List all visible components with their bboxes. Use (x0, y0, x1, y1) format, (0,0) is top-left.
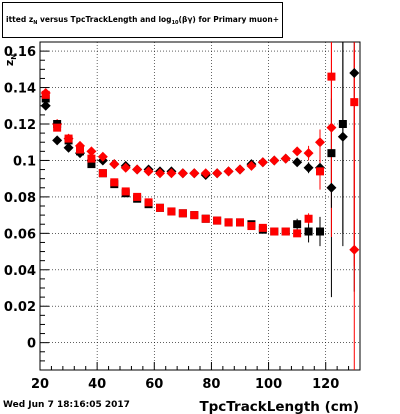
square-marker (304, 227, 313, 236)
axis-ticks: 20 40 60 80 100 120 0 0.02 0.04 0.06 0.08 0.1 0.12 0.… (4, 45, 361, 392)
diamond-marker (223, 166, 234, 177)
y-tick-label: 0.02 (4, 300, 36, 315)
diamond-marker (337, 131, 348, 142)
title-box: itted zN versus TpcTrackLength and log10… (2, 2, 283, 38)
title-mid-subscript: 10 (171, 20, 179, 26)
x-tick-label: 80 (202, 377, 220, 392)
diamond-marker (177, 168, 188, 179)
square-marker (41, 90, 50, 99)
x-tick-label: 120 (312, 377, 339, 392)
square-marker (110, 178, 119, 187)
x-tick-label: 40 (88, 377, 106, 392)
square-marker (338, 120, 347, 128)
y-tick-label: 0.16 (4, 45, 36, 60)
square-marker (293, 229, 302, 238)
square-marker (281, 227, 290, 236)
diamond-marker (132, 164, 143, 175)
diamond-marker (246, 160, 257, 171)
diamond-marker (349, 67, 360, 78)
square-marker (316, 167, 324, 176)
square-marker (98, 169, 107, 178)
diamond-marker (315, 137, 325, 148)
diamond-marker (52, 135, 63, 146)
diamond-marker (166, 168, 177, 179)
diamond-marker (120, 162, 131, 173)
y-tick-label: 0.08 (4, 191, 36, 206)
diamond-marker (280, 153, 291, 164)
square-marker (167, 207, 176, 216)
diamond-marker (212, 168, 223, 179)
square-marker (224, 218, 233, 227)
square-marker (121, 187, 130, 196)
plot-frame (39, 41, 361, 371)
y-tick-label: 0.14 (4, 82, 36, 97)
diamond-marker (292, 146, 303, 157)
grid-lines (40, 42, 360, 370)
square-marker (327, 72, 336, 81)
y-tick-label: 0.06 (4, 227, 36, 242)
square-marker (258, 223, 267, 232)
y-tick-label: 0.1 (13, 154, 36, 169)
square-marker (350, 98, 359, 107)
square-marker (213, 216, 222, 225)
title-prefix: itted z (6, 15, 34, 24)
data-markers (40, 67, 360, 255)
title-prefix-subscript: N (33, 20, 38, 26)
diamond-marker (189, 168, 200, 179)
square-marker (87, 160, 96, 169)
diamond-marker (303, 162, 314, 173)
title-mid: versus TpcTrackLength and log (37, 15, 172, 24)
square-marker (327, 149, 336, 158)
square-marker (133, 192, 142, 201)
square-marker (76, 145, 84, 154)
error-bars (296, 42, 355, 370)
square-marker (236, 218, 244, 227)
diamond-marker (269, 155, 280, 166)
square-marker (53, 123, 62, 132)
diamond-marker (326, 182, 337, 193)
square-marker (247, 222, 256, 231)
y-tick-label: 0.04 (4, 264, 36, 279)
diamond-marker (155, 168, 165, 179)
diamond-marker (63, 142, 74, 153)
x-axis-label: TpcTrackLength (cm) (199, 399, 359, 414)
square-marker (156, 203, 164, 212)
title-suffix: (βγ) for Primary muon+ (178, 15, 279, 24)
square-marker (201, 214, 210, 223)
diamond-marker (143, 166, 154, 177)
diamond-marker (349, 244, 360, 255)
diamond-marker (303, 148, 314, 159)
y-tick-label: 0 (27, 337, 36, 352)
square-marker (178, 209, 187, 218)
square-marker (64, 134, 73, 143)
square-marker (293, 220, 302, 229)
diamond-marker (292, 157, 303, 168)
x-tick-label: 60 (145, 377, 163, 392)
square-marker (87, 154, 96, 163)
diamond-marker (326, 122, 337, 133)
diamond-marker (86, 146, 97, 157)
square-marker (270, 227, 279, 236)
square-marker (316, 227, 324, 236)
y-tick-label: 0.12 (4, 118, 36, 133)
diamond-marker (200, 168, 211, 179)
diamond-marker (40, 100, 51, 111)
chart-title: itted zN versus TpcTrackLength and log10… (3, 15, 282, 26)
diamond-marker (109, 159, 120, 170)
square-marker (190, 211, 199, 220)
timestamp: Wed Jun 7 18:16:05 2017 (3, 400, 130, 410)
diamond-marker (235, 164, 245, 175)
square-marker (304, 214, 313, 223)
square-marker (144, 198, 153, 207)
diamond-marker (257, 157, 268, 168)
x-tick-label: 100 (255, 377, 282, 392)
x-tick-label: 20 (31, 377, 49, 392)
diamond-marker (97, 151, 108, 162)
